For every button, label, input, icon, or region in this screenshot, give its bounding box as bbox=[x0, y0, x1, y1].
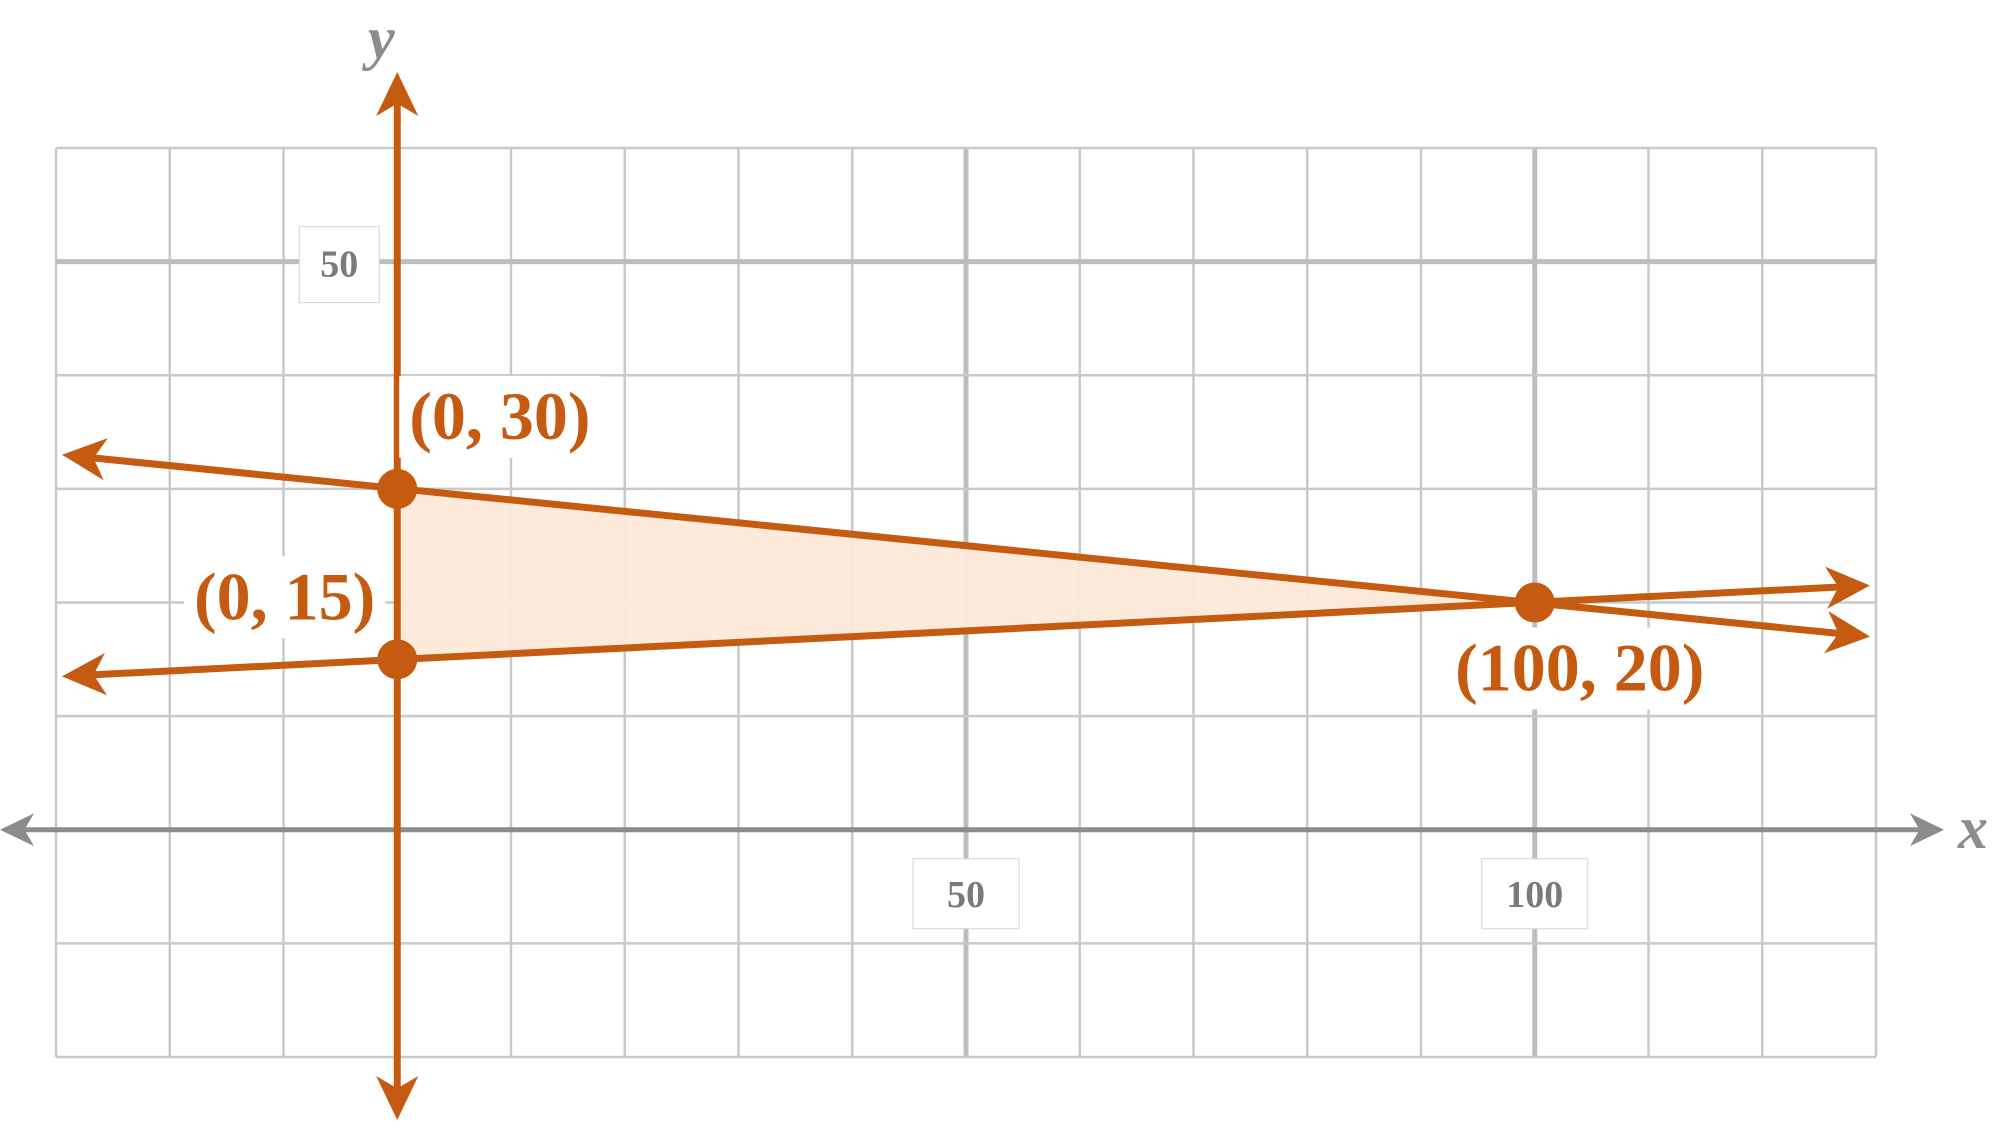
tick-labels: 50 100 50 bbox=[298, 226, 1589, 930]
point-label-text: (100, 20) bbox=[1455, 630, 1704, 706]
point-label-background bbox=[183, 556, 386, 639]
constraint-arrow-start bbox=[62, 438, 108, 481]
constraint-arrow-start bbox=[376, 1076, 419, 1120]
constraint-arrow-end bbox=[1824, 566, 1870, 609]
point-label-text: (0, 15) bbox=[194, 558, 375, 634]
point-label: (0, 15) bbox=[183, 556, 386, 639]
vertex-points bbox=[377, 468, 1555, 680]
tick-label-box bbox=[1481, 858, 1589, 930]
constraint-arrow-end bbox=[376, 72, 419, 116]
point-label: (0, 30) bbox=[399, 375, 601, 458]
vertex-point bbox=[377, 468, 418, 509]
vertex-point bbox=[377, 639, 418, 680]
constraint-arrow-end bbox=[1824, 611, 1870, 654]
vertex-point bbox=[1514, 582, 1555, 623]
x-tick-label: 100 bbox=[1481, 858, 1589, 930]
x-axis-arrow-left bbox=[0, 813, 34, 847]
tick-label-box bbox=[298, 226, 380, 304]
point-label-background bbox=[399, 375, 601, 458]
point-label: (100, 20) bbox=[1445, 627, 1715, 710]
axes: xy bbox=[0, 5, 1988, 861]
tick-label-text: 100 bbox=[1506, 874, 1563, 916]
point-label-text: (0, 30) bbox=[409, 378, 590, 454]
y-tick-label: 50 bbox=[298, 226, 380, 304]
y-axis-label: y bbox=[362, 5, 395, 71]
x-axis-arrow-right bbox=[1910, 813, 1944, 847]
tick-label-text: 50 bbox=[320, 244, 358, 286]
x-axis-label: x bbox=[1957, 795, 1988, 861]
tick-label-text: 50 bbox=[947, 874, 985, 916]
x-tick-label: 50 bbox=[912, 858, 1020, 930]
point-labels: (0, 30) (0, 15) (100, 20) bbox=[183, 375, 1715, 710]
constraint-arrow-start bbox=[62, 653, 108, 696]
tick-label-box bbox=[912, 858, 1020, 930]
point-label-background bbox=[1445, 627, 1715, 710]
